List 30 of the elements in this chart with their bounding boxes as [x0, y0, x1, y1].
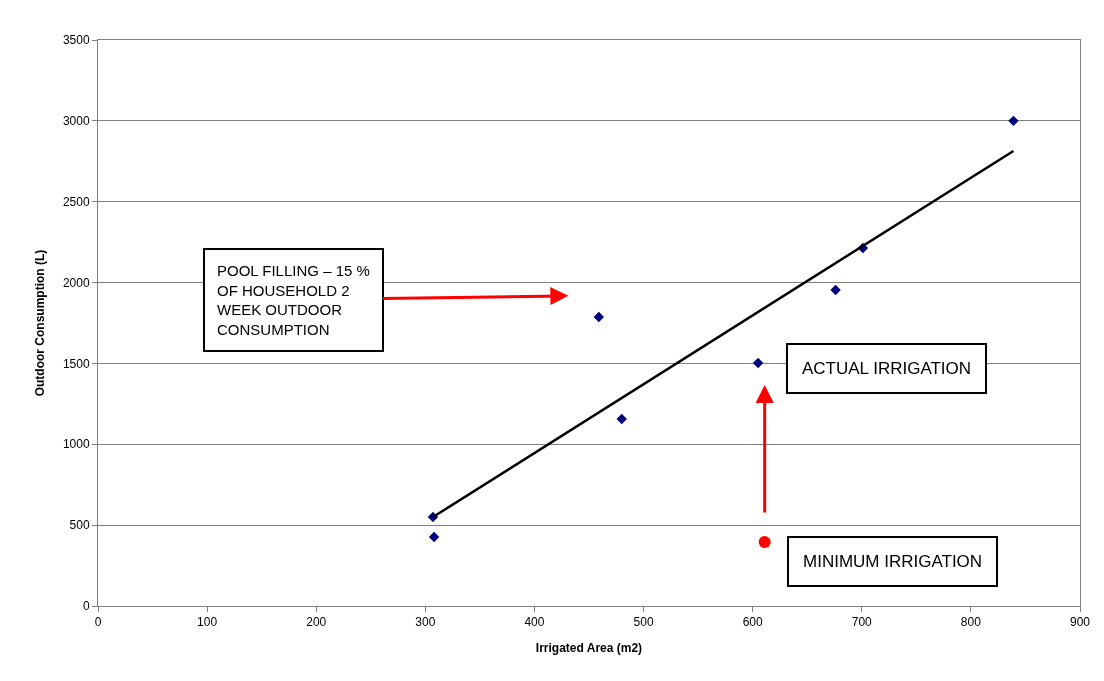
x-tick-label: 0: [94, 615, 102, 630]
point: [428, 531, 440, 543]
x-tick-label: 300: [415, 615, 436, 630]
point: [830, 284, 841, 296]
x-tick-label: 500: [633, 615, 654, 630]
y-tick-label: 1500: [62, 356, 90, 371]
x-tick-label: 200: [306, 615, 327, 630]
x-tick-label: 600: [742, 615, 763, 630]
x-tick-label: 700: [851, 615, 873, 630]
annotation: ACTUAL IRRIGATION: [802, 359, 972, 378]
point: [752, 357, 764, 369]
point: [616, 413, 627, 425]
y-tick-label: 2000: [62, 275, 90, 290]
point: [1008, 115, 1019, 127]
y-tick-label: 2500: [62, 194, 90, 209]
x-tick-label: 800: [960, 615, 982, 630]
x-axis-title: Irrigated Area (m2): [535, 641, 643, 656]
x-tick-label: 400: [524, 615, 545, 630]
y-tick-label: 3500: [62, 33, 90, 48]
y-axis-title: Outdoor Consumption (L): [33, 249, 48, 397]
annotation: MINIMUM IRRIGATION: [803, 552, 983, 571]
annotation: POOL FILLING – 15 % OF HOUSEHOLD 2 WEEK OUTDOOR CONSUMPTION: [217, 262, 370, 338]
y-tick-label: 0: [82, 599, 90, 614]
y-tick-label: 3000: [62, 114, 90, 129]
x-tick-label: 900: [1069, 615, 1091, 630]
y-tick-label: 500: [69, 518, 90, 533]
point: [593, 311, 605, 323]
y-tick-label: 1000: [62, 437, 90, 452]
point: [758, 535, 771, 548]
x-tick-label: 100: [197, 615, 218, 630]
